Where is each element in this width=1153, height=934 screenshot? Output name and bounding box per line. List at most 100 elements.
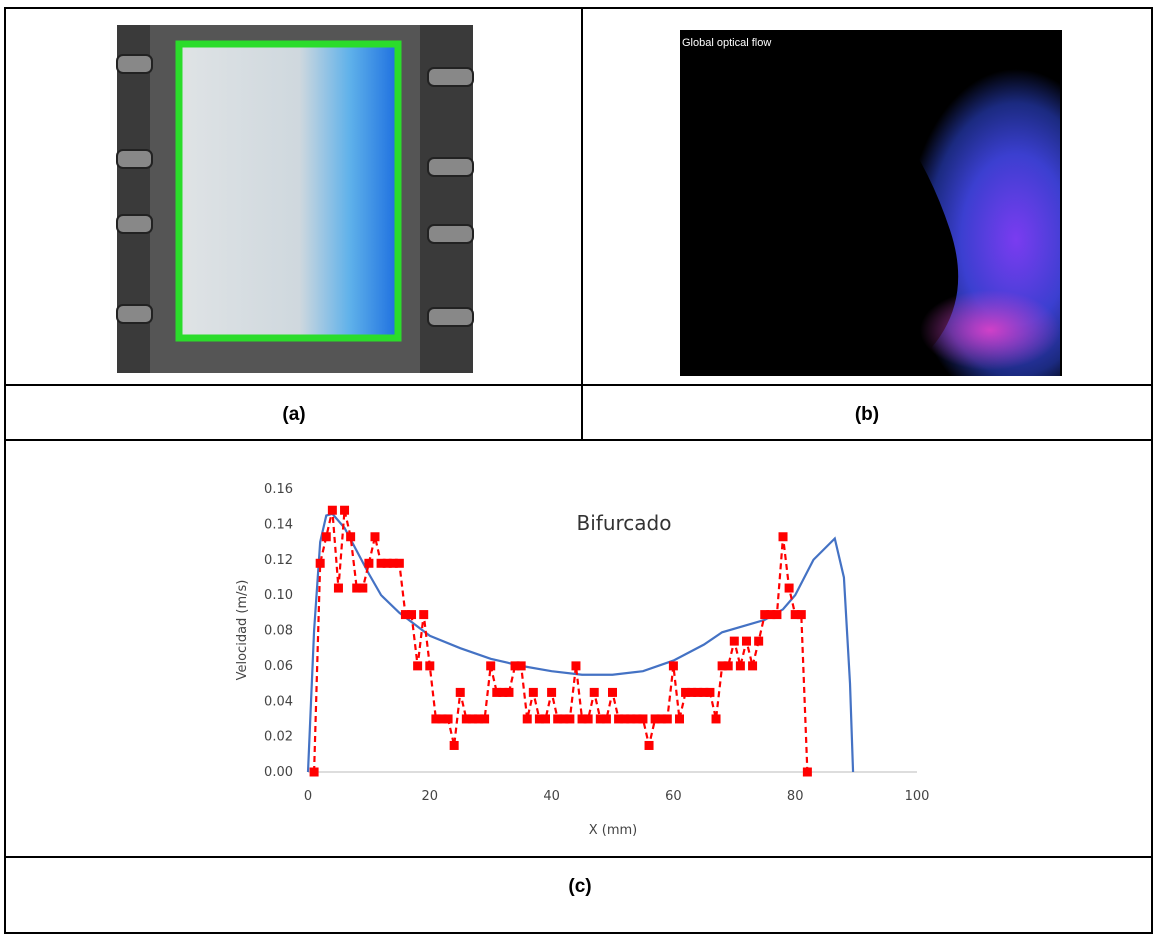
data-point bbox=[735, 661, 745, 671]
data-point bbox=[340, 505, 350, 515]
data-point bbox=[729, 636, 739, 646]
annotation: Bifurcado bbox=[577, 511, 672, 535]
data-point bbox=[571, 661, 581, 671]
data-point bbox=[741, 636, 751, 646]
data-point bbox=[510, 661, 520, 671]
x-tick-label: 0 bbox=[304, 789, 312, 804]
data-point bbox=[699, 687, 709, 697]
data-point bbox=[662, 714, 672, 724]
data-point bbox=[693, 687, 703, 697]
data-point bbox=[553, 714, 563, 724]
data-point bbox=[449, 740, 459, 750]
y-axis-label: Velocidad (m/s) bbox=[235, 580, 250, 681]
data-point bbox=[321, 532, 331, 542]
data-point bbox=[443, 714, 453, 724]
data-point bbox=[492, 687, 502, 697]
data-point bbox=[364, 558, 374, 568]
data-point bbox=[333, 583, 343, 593]
data-point bbox=[565, 714, 575, 724]
table-borders bbox=[4, 7, 1153, 934]
data-point bbox=[748, 661, 758, 671]
data-point bbox=[626, 714, 636, 724]
data-point bbox=[772, 610, 782, 620]
data-point bbox=[595, 714, 605, 724]
data-point bbox=[644, 740, 654, 750]
data-point bbox=[589, 687, 599, 697]
data-point bbox=[370, 532, 380, 542]
data-point bbox=[437, 714, 447, 724]
data-point bbox=[778, 532, 788, 542]
image-b: Global optical flow bbox=[680, 30, 1062, 376]
data-point bbox=[425, 661, 435, 671]
x-tick-label: 40 bbox=[543, 789, 560, 804]
overlay-text: Global optical flow bbox=[682, 37, 771, 49]
data-point bbox=[638, 714, 648, 724]
data-point bbox=[601, 714, 611, 724]
y-tick-label: 0.14 bbox=[264, 517, 293, 532]
x-tick-label: 100 bbox=[905, 789, 930, 804]
y-tick-label: 0.08 bbox=[264, 624, 293, 639]
data-point bbox=[352, 583, 362, 593]
panel-label: (a) bbox=[282, 404, 305, 425]
y-tick-label: 0.06 bbox=[264, 659, 293, 674]
data-point bbox=[382, 558, 392, 568]
data-point bbox=[358, 583, 368, 593]
data-point bbox=[559, 714, 569, 724]
data-point bbox=[796, 610, 806, 620]
data-point bbox=[400, 610, 410, 620]
y-tick-label: 0.10 bbox=[264, 588, 293, 603]
data-point bbox=[309, 767, 319, 777]
panel-label: (b) bbox=[855, 404, 879, 425]
data-point bbox=[461, 714, 471, 724]
data-point bbox=[388, 558, 398, 568]
data-point bbox=[528, 687, 538, 697]
data-point bbox=[687, 687, 697, 697]
data-point bbox=[315, 558, 325, 568]
data-point bbox=[723, 661, 733, 671]
x-axis-label: X (mm) bbox=[589, 823, 638, 838]
data-point bbox=[504, 687, 514, 697]
data-point bbox=[516, 661, 526, 671]
chart: Bifurcado X (mm) Velocidad (m/s) 0.00 0.0… bbox=[235, 482, 929, 838]
y-tick-label: 0.04 bbox=[264, 694, 293, 709]
x-tick-label: 20 bbox=[422, 789, 439, 804]
data-point bbox=[413, 661, 423, 671]
data-point bbox=[455, 687, 465, 697]
data-point bbox=[620, 714, 630, 724]
data-point bbox=[486, 661, 496, 671]
x-tick-label: 80 bbox=[787, 789, 804, 804]
data-point bbox=[431, 714, 441, 724]
y-tick-label: 0.00 bbox=[264, 765, 293, 780]
data-point bbox=[608, 687, 617, 697]
data-point bbox=[407, 610, 417, 620]
data-point bbox=[547, 687, 557, 697]
data-point bbox=[784, 583, 794, 593]
data-point bbox=[583, 714, 593, 724]
data-point bbox=[534, 714, 544, 724]
data-point bbox=[376, 558, 386, 568]
panel-label: (c) bbox=[568, 876, 591, 897]
data-point bbox=[705, 687, 715, 697]
data-point bbox=[394, 558, 404, 568]
data-point bbox=[614, 714, 624, 724]
data-point bbox=[802, 767, 812, 777]
data-point bbox=[668, 661, 678, 671]
data-point bbox=[474, 714, 484, 724]
data-point bbox=[711, 714, 721, 724]
data-point bbox=[346, 532, 356, 542]
data-point bbox=[674, 714, 684, 724]
data-point bbox=[632, 714, 642, 724]
series-line bbox=[306, 512, 855, 773]
data-point bbox=[790, 610, 800, 620]
data-point bbox=[419, 610, 429, 620]
data-point bbox=[467, 714, 477, 724]
data-point bbox=[656, 714, 666, 724]
data-point bbox=[577, 714, 587, 724]
x-tick-label: 60 bbox=[665, 789, 682, 804]
data-point bbox=[681, 687, 691, 697]
data-point bbox=[327, 505, 337, 515]
y-tick-label: 0.16 bbox=[264, 482, 293, 497]
image-a bbox=[116, 25, 474, 373]
data-point bbox=[754, 636, 764, 646]
data-point bbox=[541, 714, 551, 724]
